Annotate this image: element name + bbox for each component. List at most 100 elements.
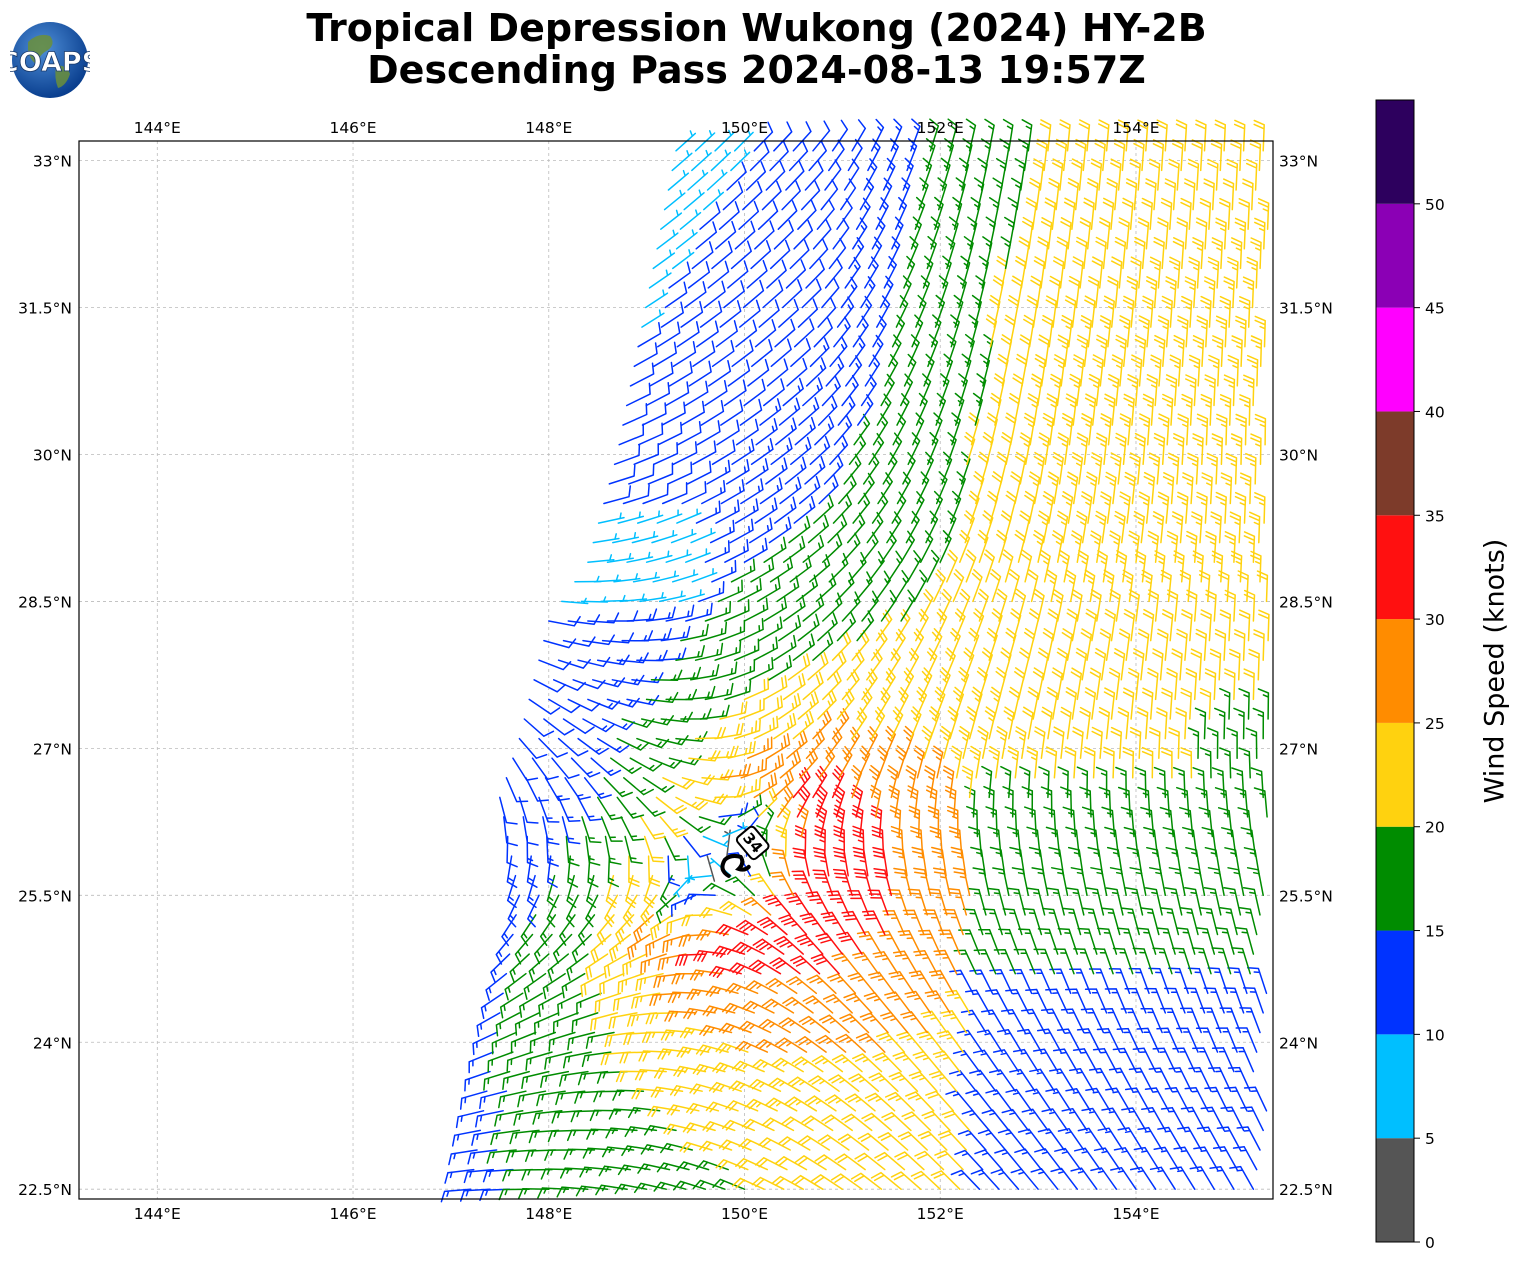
- wind-barb: [647, 1105, 681, 1118]
- wind-barb: [663, 189, 686, 211]
- wind-barb: [557, 737, 589, 757]
- wind-barb: [739, 299, 761, 328]
- wind-barb: [802, 593, 825, 622]
- wind-barb: [593, 1090, 625, 1103]
- wind-barb: [693, 950, 726, 963]
- wind-barb: [927, 805, 940, 838]
- wind-barb: [1235, 413, 1247, 446]
- wind-barb: [444, 1168, 475, 1184]
- wind-barb: [997, 1128, 1026, 1151]
- wind-barb: [778, 693, 802, 720]
- wind-barb: [582, 1147, 615, 1159]
- wind-barb: [1152, 511, 1165, 544]
- wind-barb: [686, 460, 712, 485]
- wind-barb: [547, 953, 570, 982]
- wind-barb: [1009, 968, 1033, 995]
- colorbar-tick-label: 25: [1425, 715, 1445, 733]
- wind-barb: [884, 1091, 915, 1112]
- wind-barb: [1132, 1047, 1157, 1073]
- wind-barb: [1104, 988, 1127, 1014]
- wind-barb: [809, 337, 830, 368]
- wind-barb: [977, 588, 989, 622]
- wind-barb: [952, 569, 965, 603]
- wind-barb: [555, 1090, 586, 1106]
- wind-barb: [882, 452, 898, 485]
- wind-barb: [546, 874, 557, 909]
- wind-barb: [631, 530, 659, 544]
- wind-barb: [956, 1029, 984, 1053]
- wind-barb: [944, 647, 956, 681]
- wind-barb: [810, 953, 840, 975]
- wind-barb: [1166, 667, 1178, 701]
- wind-barb: [981, 765, 993, 799]
- wind-barb: [1115, 550, 1128, 583]
- lon-tick-label-top: 154°E: [1112, 119, 1159, 137]
- wind-barb: [513, 1110, 543, 1126]
- wind-barb: [632, 571, 660, 583]
- wind-barb: [585, 1031, 615, 1049]
- wind-barb: [1096, 334, 1108, 368]
- wind-barb: [703, 189, 725, 211]
- wind-barb: [667, 169, 690, 191]
- wind-barb: [592, 533, 620, 544]
- wind-barb: [1221, 827, 1237, 857]
- wind-barb: [673, 1065, 707, 1078]
- wind-barb: [1209, 1166, 1235, 1190]
- wind-barb: [996, 529, 1008, 563]
- wind-barb: [1243, 847, 1261, 877]
- wind-barb: [846, 649, 865, 681]
- wind-barb: [1084, 988, 1108, 1014]
- wind-barb: [782, 594, 806, 622]
- wind-barb: [774, 318, 796, 348]
- wind-barb: [859, 1012, 889, 1034]
- wind-barb: [585, 953, 609, 980]
- wind-barb: [567, 1031, 596, 1051]
- wind-barb: [1083, 197, 1095, 230]
- wind-barb: [1067, 846, 1084, 877]
- wind-barb: [1115, 432, 1127, 466]
- wind-barb: [506, 835, 518, 868]
- wind-barb: [1015, 726, 1027, 759]
- wind-barb: [1215, 927, 1235, 955]
- wind-barb: [841, 1113, 873, 1132]
- wind-barb: [903, 353, 917, 387]
- wind-barb: [1138, 413, 1151, 446]
- wind-barb: [876, 393, 892, 426]
- wind-barb: [1097, 1127, 1124, 1151]
- wind-barb: [781, 1116, 814, 1132]
- wind-barb: [795, 574, 819, 603]
- wind-barb: [1061, 491, 1074, 524]
- wind-barb: [836, 931, 863, 955]
- wind-barb: [1140, 1007, 1163, 1034]
- colorbar-bin: [1376, 411, 1414, 516]
- wind-barb: [1168, 727, 1180, 759]
- wind-barb: [868, 1072, 899, 1092]
- wind-barb: [1125, 887, 1144, 916]
- wind-barb: [1077, 927, 1098, 955]
- wind-barb: [1248, 648, 1260, 681]
- wind-barb: [633, 342, 658, 368]
- wind-barb: [1196, 315, 1208, 348]
- wind-barb: [982, 431, 994, 466]
- wind-barb: [1039, 549, 1051, 583]
- wind-barb: [683, 835, 712, 858]
- wind-barb: [900, 530, 916, 563]
- wind-barb: [1057, 927, 1079, 955]
- wind-barb: [1083, 569, 1096, 603]
- wind-barb: [655, 647, 687, 661]
- lon-tick-label-bottom: 150°E: [721, 1205, 768, 1223]
- wind-barb: [770, 437, 793, 466]
- wind-barb: [815, 784, 828, 818]
- wind-barb: [910, 118, 921, 152]
- wind-barb: [1206, 727, 1219, 759]
- colorbar-tick-label: 40: [1425, 403, 1445, 421]
- wind-barb: [645, 381, 671, 407]
- wind-barb: [1077, 549, 1089, 583]
- wind-barb: [966, 706, 978, 740]
- wind-barb: [1057, 432, 1069, 466]
- wind-barb: [1201, 826, 1217, 857]
- wind-barb: [687, 261, 711, 289]
- wind-barb: [1134, 550, 1147, 583]
- wind-barb: [681, 481, 707, 505]
- wind-barb: [891, 846, 908, 877]
